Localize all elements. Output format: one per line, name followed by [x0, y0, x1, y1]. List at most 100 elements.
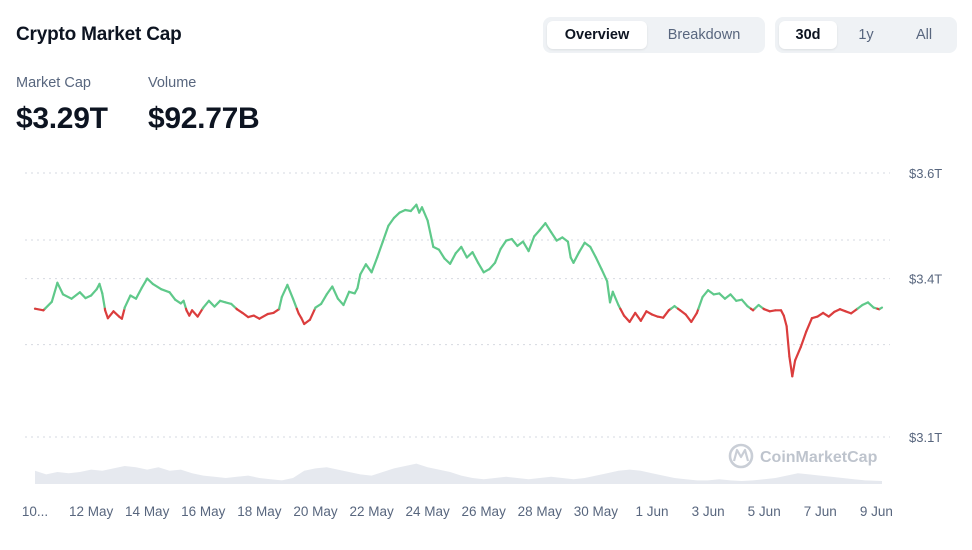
x-tick-label: 9 Jun [860, 504, 893, 519]
price-line-segment [791, 359, 797, 378]
x-tick-label: 24 May [405, 504, 450, 519]
price-line-segment [583, 241, 592, 248]
price-line-segment [258, 312, 269, 320]
price-line-segment [866, 301, 875, 309]
y-tick-label: $3.4T [909, 272, 942, 287]
x-tick-label: 3 Jun [692, 504, 725, 519]
price-line-segment [43, 300, 53, 310]
price-line-segment [785, 325, 791, 358]
price-line-segment [740, 298, 749, 308]
price-line-segment [320, 293, 328, 305]
price-line-segment [314, 302, 323, 309]
price-line-segment [589, 245, 598, 259]
price-line-segment [634, 311, 642, 322]
price-line-segment [280, 283, 289, 299]
price-line-segment [684, 313, 693, 323]
price-line-segment [61, 293, 73, 300]
price-line-segment [278, 296, 283, 310]
price-line-segment [106, 310, 115, 320]
price-line-segment [78, 291, 87, 300]
price-line-segment [196, 307, 204, 318]
price-line-segment [605, 280, 612, 304]
x-tick-label: 30 May [574, 504, 619, 519]
page-title: Crypto Market Cap [16, 24, 182, 45]
volume-label: Volume [148, 75, 197, 91]
price-line-segment [308, 307, 317, 321]
price-line-segment [793, 346, 802, 362]
price-line-segment [409, 203, 418, 213]
price-line-segment [370, 256, 379, 274]
x-tick-label: 10... [22, 504, 48, 519]
price-line-segment [303, 318, 311, 326]
price-line-segment [437, 248, 446, 260]
price-line-segment [426, 219, 435, 248]
price-line-segment [460, 245, 468, 259]
price-line-segment [454, 245, 463, 255]
price-line-segment [191, 309, 199, 318]
y-tick-label: $3.1T [909, 430, 942, 445]
price-line-segment [544, 222, 553, 234]
price-line-segment [420, 206, 429, 222]
x-tick-label: 7 Jun [804, 504, 837, 519]
price-line-segment [697, 296, 704, 310]
price-line-segment [342, 290, 351, 307]
price-line-segment [33, 307, 45, 312]
price-line-segment [160, 288, 171, 294]
range-30d[interactable]: 30d [779, 21, 837, 49]
price-line-segment [799, 330, 808, 349]
price-line-segment [471, 251, 480, 264]
price-line-segment [805, 317, 814, 333]
price-line-segment [619, 307, 626, 317]
range-all[interactable]: All [915, 27, 933, 43]
price-line-segment [146, 277, 154, 285]
price-line-segment [387, 216, 396, 227]
price-line-segment [443, 257, 452, 265]
price-line-segment [878, 306, 884, 310]
price-line-segment [70, 291, 82, 300]
price-line-segment [827, 310, 836, 318]
price-line-segment [286, 283, 295, 300]
price-line-segment [112, 310, 121, 318]
price-line-segment [662, 309, 670, 319]
y-tick-label: $3.6T [909, 166, 942, 181]
price-line-segment [182, 299, 188, 310]
price-line-segment [56, 281, 65, 296]
volume-value: $92.77B [148, 102, 260, 135]
price-line-segment [134, 287, 143, 300]
price-line-segment [849, 308, 858, 315]
x-tick-label: 1 Jun [635, 504, 668, 519]
tab-overview[interactable]: Overview [547, 21, 647, 49]
price-line-segment [690, 311, 699, 323]
price-line-segment [89, 288, 98, 297]
price-line-segment [572, 251, 581, 264]
price-line-segment [488, 261, 497, 271]
price-line-segment [151, 282, 163, 291]
price-line-segment [235, 308, 244, 314]
price-line-segment [718, 292, 727, 300]
price-line-segment [325, 285, 334, 296]
price-line-segment [639, 310, 648, 322]
price-line-segment [207, 299, 216, 308]
price-line-segment [594, 256, 603, 271]
price-line-segment [359, 263, 367, 276]
price-line-segment [50, 281, 59, 303]
range-1y[interactable]: 1y [858, 27, 874, 43]
price-line-segment [168, 291, 177, 301]
market-cap-label: Market Cap [16, 75, 91, 91]
watermark-logo-icon [728, 443, 754, 469]
price-line-segment [521, 240, 530, 253]
price-line-segment [331, 285, 339, 300]
price-line-segment [356, 273, 362, 290]
price-line-segment [381, 224, 390, 243]
price-line-segment [392, 211, 401, 219]
price-line-segment [527, 235, 536, 253]
x-tick-label: 22 May [349, 504, 394, 519]
price-line-segment [140, 277, 149, 290]
price-line-segment [174, 298, 182, 305]
price-line-segment [608, 290, 614, 304]
price-line-segment [499, 239, 508, 251]
tab-breakdown[interactable]: Breakdown [667, 27, 741, 43]
x-tick-label: 12 May [69, 504, 114, 519]
price-line-segment [510, 237, 519, 247]
